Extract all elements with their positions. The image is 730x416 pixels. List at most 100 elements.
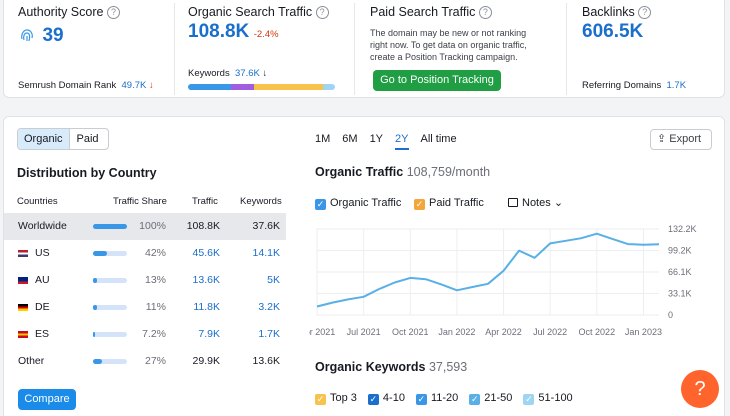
x-tick-label: Apr 2022 <box>485 327 522 337</box>
table-row[interactable]: Worldwide 100% 108.8K 37.6K <box>4 213 286 240</box>
traffic-share: 100% <box>139 220 166 232</box>
table-row[interactable]: ES 7.2% 7.9K 1.7K <box>4 321 286 348</box>
country-name[interactable]: ES <box>35 328 50 340</box>
x-tick-label: Apr 2021 <box>309 327 335 337</box>
keywords-title-row: Organic Keywords 37,593 <box>315 360 468 374</box>
flag-icon <box>18 304 28 311</box>
authority-score: 39 <box>42 25 64 46</box>
x-tick-label: Oct 2021 <box>392 327 429 337</box>
table-row[interactable]: AU 13% 13.6K 5K <box>4 267 286 294</box>
traffic-share: 11% <box>145 301 166 313</box>
traffic-share-bar <box>93 359 127 364</box>
traffic-value[interactable]: 7.9K <box>198 328 220 340</box>
col-countries[interactable]: Countries <box>17 196 58 207</box>
help-chat-button[interactable]: ? <box>681 370 719 408</box>
legend-paid[interactable]: ✓ Paid Traffic <box>414 197 484 210</box>
keywords-legend-item[interactable]: ✓ 11-20 <box>415 392 459 405</box>
col-traffic-share[interactable]: Traffic Share <box>113 196 167 207</box>
domain-rank-value[interactable]: 49.7K <box>121 80 147 91</box>
legend-organic[interactable]: ✓ Organic Traffic <box>315 197 402 210</box>
traffic-share-bar <box>93 224 127 229</box>
x-tick-label: Oct 2022 <box>579 327 616 337</box>
referring-domains-value[interactable]: 1.7K <box>666 80 687 91</box>
y-tick-label: 33.1K <box>668 289 692 299</box>
traffic-share-bar <box>93 305 127 310</box>
keywords-legend-item[interactable]: ✓ 21-50 <box>469 392 513 405</box>
export-icon: ⇪ <box>657 133 667 145</box>
range-2y[interactable]: 2Y <box>395 133 409 150</box>
traffic-title-row: Organic Traffic 108,759/month <box>315 165 491 179</box>
keywords-value[interactable]: 1.7K <box>258 328 280 340</box>
export-button[interactable]: ⇪ Export <box>650 129 712 150</box>
table-row[interactable]: Other 27% 29.9K 13.6K <box>4 348 286 375</box>
country-name[interactable]: Other <box>18 355 45 367</box>
range-1y[interactable]: 1Y <box>369 133 384 145</box>
traffic-value[interactable]: 45.6K <box>192 247 220 259</box>
tab-organic[interactable]: Organic <box>18 129 70 149</box>
flag-icon <box>18 331 28 338</box>
keywords-legend-item[interactable]: ✓ 4-10 <box>367 392 405 405</box>
organic-traffic-chart[interactable]: 0 33.1K 66.1K 99.2K 132.2K Apr 2021 Jul 2021 Oc… <box>309 221 699 339</box>
main-panel: Organic Paid Distribution by Country Cou… <box>3 116 725 416</box>
help-icon[interactable]: ? <box>478 6 492 19</box>
backlinks-value[interactable]: 606.5K <box>582 21 644 42</box>
table-row[interactable]: DE 11% 11.8K 3.2K <box>4 294 286 321</box>
referring-domains: Referring Domains 1.7K <box>582 80 687 91</box>
traffic-share-bar <box>93 278 127 283</box>
range-6m[interactable]: 6M <box>342 133 358 145</box>
traffic-value[interactable]: 11.8K <box>193 301 220 313</box>
position-tracking-button[interactable]: Go to Position Tracking <box>373 70 501 91</box>
organic-change: -2.4% <box>253 29 279 40</box>
country-name: Worldwide <box>18 220 67 232</box>
organic-title: Organic Search Traffic ? <box>188 5 329 19</box>
range-all-time[interactable]: All time <box>420 133 457 145</box>
help-icon[interactable]: ? <box>106 6 120 19</box>
y-tick-label: 66.1K <box>668 267 692 277</box>
note-icon <box>508 198 518 207</box>
y-tick-label: 0 <box>668 310 673 320</box>
fingerprint-icon <box>21 29 33 42</box>
y-tick-label: 99.2K <box>668 246 692 256</box>
metrics-bar: Authority Score ? 39 Semrush Domain Rank… <box>3 0 725 98</box>
keywords-value: 13.6K <box>252 355 280 367</box>
keywords-legend-item[interactable]: ✓ Top 3 <box>315 392 357 405</box>
x-tick-label: Jul 2021 <box>347 327 381 337</box>
col-keywords[interactable]: Keywords <box>240 196 282 207</box>
x-tick-label: Jul 2022 <box>533 327 567 337</box>
help-icon[interactable]: ? <box>638 6 652 19</box>
keywords-value[interactable]: 5K <box>267 274 280 286</box>
keywords-legend-item[interactable]: ✓ 51-100 <box>523 392 573 405</box>
traffic-share: 13% <box>144 274 166 286</box>
range-1m[interactable]: 1M <box>315 133 331 145</box>
tab-paid[interactable]: Paid <box>76 133 99 145</box>
notes-dropdown[interactable]: Notes ⌄ <box>508 196 563 209</box>
range-selector: 1M 6M 1Y 2Y All time <box>315 133 457 150</box>
organic-traffic-value[interactable]: 108.8K <box>188 21 250 42</box>
y-tick-label: 132.2K <box>668 224 697 234</box>
authority-value-row: 39 <box>20 25 64 47</box>
country-name[interactable]: DE <box>35 301 50 313</box>
keywords-value[interactable]: 37.6K <box>235 68 260 79</box>
keywords-value[interactable]: 3.2K <box>258 301 280 313</box>
down-arrow-icon: ↓ <box>262 68 268 79</box>
chevron-down-icon: ⌄ <box>553 197 564 209</box>
keywords-value[interactable]: 14.1K <box>252 247 280 259</box>
keywords-row: Keywords 37.6K ↓ <box>188 68 268 79</box>
x-tick-label: Jan 2023 <box>625 327 662 337</box>
col-traffic[interactable]: Traffic <box>192 196 218 207</box>
paid-description: The domain may be new or not ranking righ… <box>370 28 527 62</box>
compare-button[interactable]: Compare <box>18 389 76 410</box>
flag-icon <box>18 250 28 257</box>
table-row[interactable]: US 42% 45.6K 14.1K <box>4 240 286 267</box>
authority-title: Authority Score ? <box>18 5 120 19</box>
traffic-value: 29.9K <box>192 355 220 367</box>
keywords-value: 37.6K <box>252 220 280 232</box>
traffic-value: 108.8K <box>186 220 220 232</box>
country-name[interactable]: US <box>35 247 50 259</box>
traffic-value[interactable]: 13.6K <box>192 274 220 286</box>
traffic-share: 42% <box>144 247 166 259</box>
country-name[interactable]: AU <box>35 274 50 286</box>
keywords-legend: ✓ Top 3 ✓ 4-10 ✓ 11-20 ✓ 21-50 ✓ 51-100 <box>315 392 573 405</box>
domain-rank: Semrush Domain Rank 49.7K ↓ <box>18 80 154 91</box>
help-icon[interactable]: ? <box>315 6 329 19</box>
